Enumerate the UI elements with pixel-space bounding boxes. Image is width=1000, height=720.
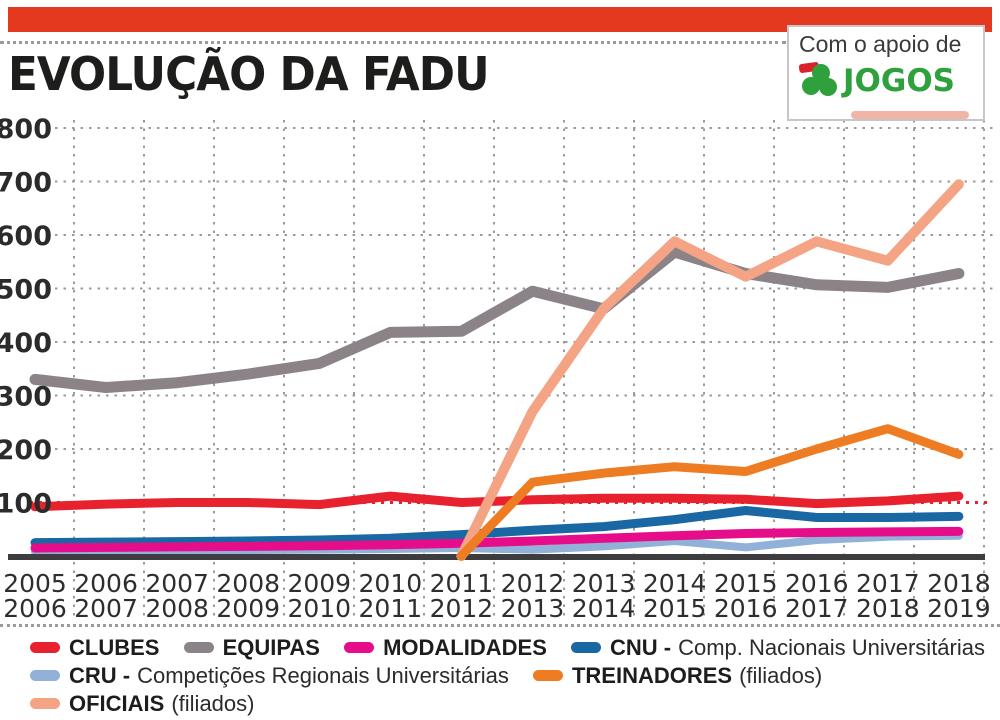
y-tick-label-300: 300 — [0, 382, 52, 413]
legend-item-clubes: CLUBES — [30, 635, 159, 661]
legend-swatch-oficiais — [30, 698, 60, 709]
x-tick-label-end: 2008 — [145, 594, 209, 623]
x-tick-label-end: 2016 — [714, 594, 778, 623]
legend-item-cru: CRU - Competições Regionais Universitária… — [30, 663, 509, 689]
jogos-logo-text: JOGOS — [843, 62, 956, 99]
legend-desc-treinadores: (filiados) — [739, 662, 823, 688]
series-modalidades-line — [30, 526, 964, 553]
x-tick-label-start: 2018 — [927, 569, 991, 598]
x-tick-label-end: 2010 — [287, 594, 351, 623]
series-equipas-line — [29, 246, 965, 393]
x-tick-label-end: 2015 — [643, 594, 707, 623]
x-tick-label-start: 2009 — [287, 569, 351, 598]
legend-swatch-clubes — [30, 642, 60, 653]
legend-label-treinadores: TREINADORES — [571, 662, 733, 688]
legend-item-modalidades: MODALIDADES — [344, 635, 547, 661]
legend-desc-cnu: Comp. Nacionais Universitárias — [678, 634, 985, 660]
legend-item-treinadores: TREINADORES (filiados) — [532, 662, 823, 689]
x-tick-label-end: 2012 — [430, 594, 494, 623]
legend-row-1: CLUBES EQUIPAS MODALIDADES CNU - Comp. Na… — [30, 633, 1000, 661]
x-tick-label-start: 2005 — [3, 569, 67, 598]
legend-swatch-modalidades — [344, 642, 375, 653]
legend-label-oficiais: OFICIAIS — [69, 690, 165, 716]
x-tick-label-start: 2006 — [74, 569, 138, 598]
x-tick-label-start: 2010 — [359, 569, 423, 598]
series-clubes-line — [30, 491, 964, 512]
series-cru-line — [31, 531, 963, 556]
sponsor-caption: Com o apoio de — [799, 31, 962, 57]
legend-item-cnu: CNU - Comp. Nacionais Universitárias — [571, 635, 985, 661]
legend-row-2: CRU - Competições Regionais Universitária… — [30, 661, 840, 689]
legend-label-cnu: CNU - — [610, 634, 672, 660]
x-tick-label-end: 2019 — [927, 594, 991, 623]
jogos-logo-subtext-strip — [851, 111, 969, 119]
series-cnu-line — [30, 506, 964, 548]
x-tick-label-end: 2018 — [856, 594, 920, 623]
legend-swatch-treinadores — [532, 670, 563, 681]
series-oficiais-line — [456, 179, 964, 561]
dotted-separator-top — [0, 41, 786, 44]
legend-item-equipas: EQUIPAS — [183, 634, 320, 661]
legend-label-equipas: EQUIPAS — [222, 634, 320, 660]
x-tick-label-start: 2007 — [145, 569, 209, 598]
x-tick-label-start: 2008 — [216, 569, 280, 598]
y-tick-label-700: 700 — [0, 168, 52, 199]
x-tick-label-start: 2013 — [572, 569, 636, 598]
x-tick-label-start: 2016 — [785, 569, 849, 598]
legend-desc-oficiais: (filiados) — [171, 690, 255, 716]
y-tick-label-200: 200 — [0, 435, 52, 466]
x-tick-label-start: 2012 — [501, 569, 565, 598]
legend-label-clubes: CLUBES — [69, 634, 160, 660]
legend-row-3: OFICIAIS (filiados) — [30, 689, 272, 717]
x-tick-label-start: 2014 — [643, 569, 707, 598]
legend-label-modalidades: MODALIDADES — [383, 634, 547, 660]
y-tick-label-500: 500 — [0, 275, 52, 306]
x-tick-label-end: 2014 — [572, 594, 636, 623]
x-tick-label-end: 2007 — [74, 594, 138, 623]
x-tick-label-start: 2015 — [714, 569, 778, 598]
x-tick-label-end: 2013 — [501, 594, 565, 623]
x-tick-label-start: 2017 — [856, 569, 920, 598]
y-tick-label-600: 600 — [0, 221, 52, 252]
y-tick-label-100: 100 — [0, 489, 52, 520]
legend-swatch-cnu — [571, 642, 601, 653]
y-tick-label-400: 400 — [0, 328, 52, 359]
x-tick-label-end: 2017 — [785, 594, 849, 623]
legend-item-oficiais: OFICIAIS (filiados) — [30, 691, 254, 717]
series-treinadores-line — [456, 424, 964, 561]
clover-icon — [798, 62, 837, 96]
legend-label-cru: CRU - — [69, 662, 131, 688]
y-tick-label-800: 800 — [0, 114, 52, 145]
x-tick-label-start: 2011 — [430, 569, 494, 598]
x-tick-label-end: 2011 — [359, 594, 423, 623]
sponsor-box: Com o apoio de JOGOS — [787, 25, 985, 121]
legend-swatch-cru — [30, 670, 60, 681]
legend-swatch-equipas — [183, 642, 214, 653]
page-title: EVOLUÇÃO DA FADU — [8, 47, 490, 101]
legend-desc-cru: Competições Regionais Universitárias — [137, 662, 509, 688]
x-tick-label-end: 2006 — [3, 594, 67, 623]
x-tick-label-end: 2009 — [216, 594, 280, 623]
jogos-logo: JOGOS — [797, 60, 983, 102]
dotted-separator-bottom — [0, 624, 1000, 627]
